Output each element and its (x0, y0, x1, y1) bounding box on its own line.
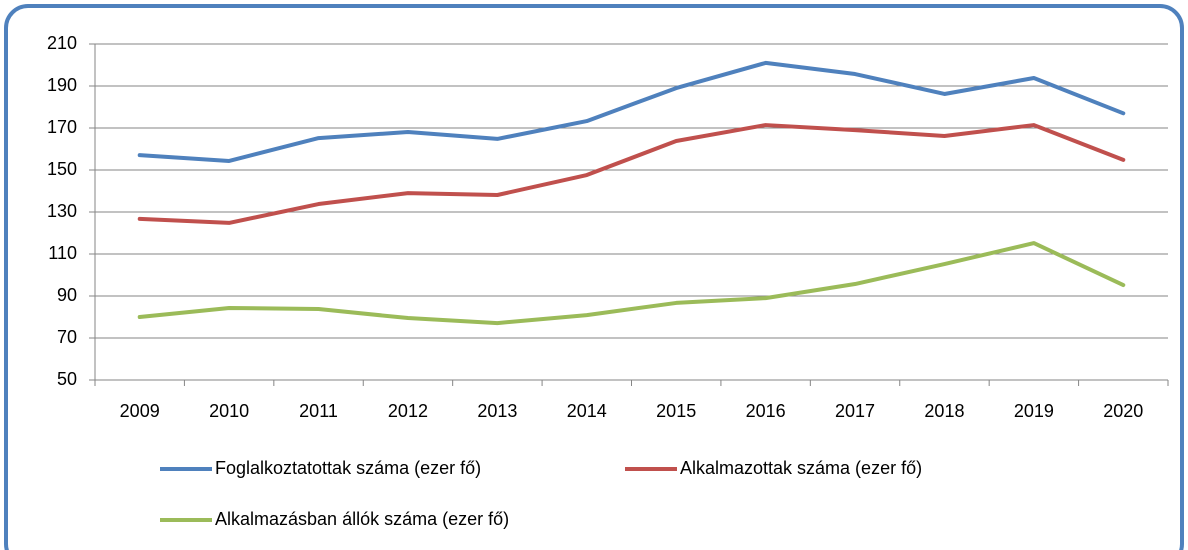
y-tick-label: 70 (57, 327, 77, 347)
x-tick-label: 2014 (567, 401, 607, 421)
x-tick-label: 2015 (656, 401, 696, 421)
legend-label: Foglalkoztatottak száma (ezer fő) (215, 458, 481, 478)
series-line (137, 60, 1126, 163)
legend-label: Alkalmazásban állók száma (ezer fő) (215, 509, 509, 529)
x-tick-label: 2009 (120, 401, 160, 421)
y-tick-label: 50 (57, 369, 77, 389)
y-tick-label: 110 (48, 243, 77, 263)
y-tick-label: 170 (47, 117, 77, 137)
x-tick-label: 2019 (1014, 401, 1054, 421)
x-tick-label: 2017 (835, 401, 875, 421)
x-tick-label: 2016 (746, 401, 786, 421)
x-tick-label: 2010 (209, 401, 249, 421)
y-tick-label: 190 (47, 75, 77, 95)
y-tick-label: 130 (47, 201, 77, 221)
y-tick-label: 210 (47, 33, 77, 53)
x-tick-label: 2011 (299, 401, 338, 421)
series-line (137, 123, 1126, 225)
y-tick-label: 150 (47, 159, 77, 179)
x-tick-label: 2020 (1103, 401, 1143, 421)
series-line (137, 241, 1126, 326)
legend-label: Alkalmazottak száma (ezer fő) (680, 458, 922, 478)
y-tick-label: 90 (57, 285, 77, 305)
x-tick-label: 2012 (388, 401, 428, 421)
x-tick-label: 2018 (924, 401, 964, 421)
x-tick-label: 2013 (477, 401, 517, 421)
